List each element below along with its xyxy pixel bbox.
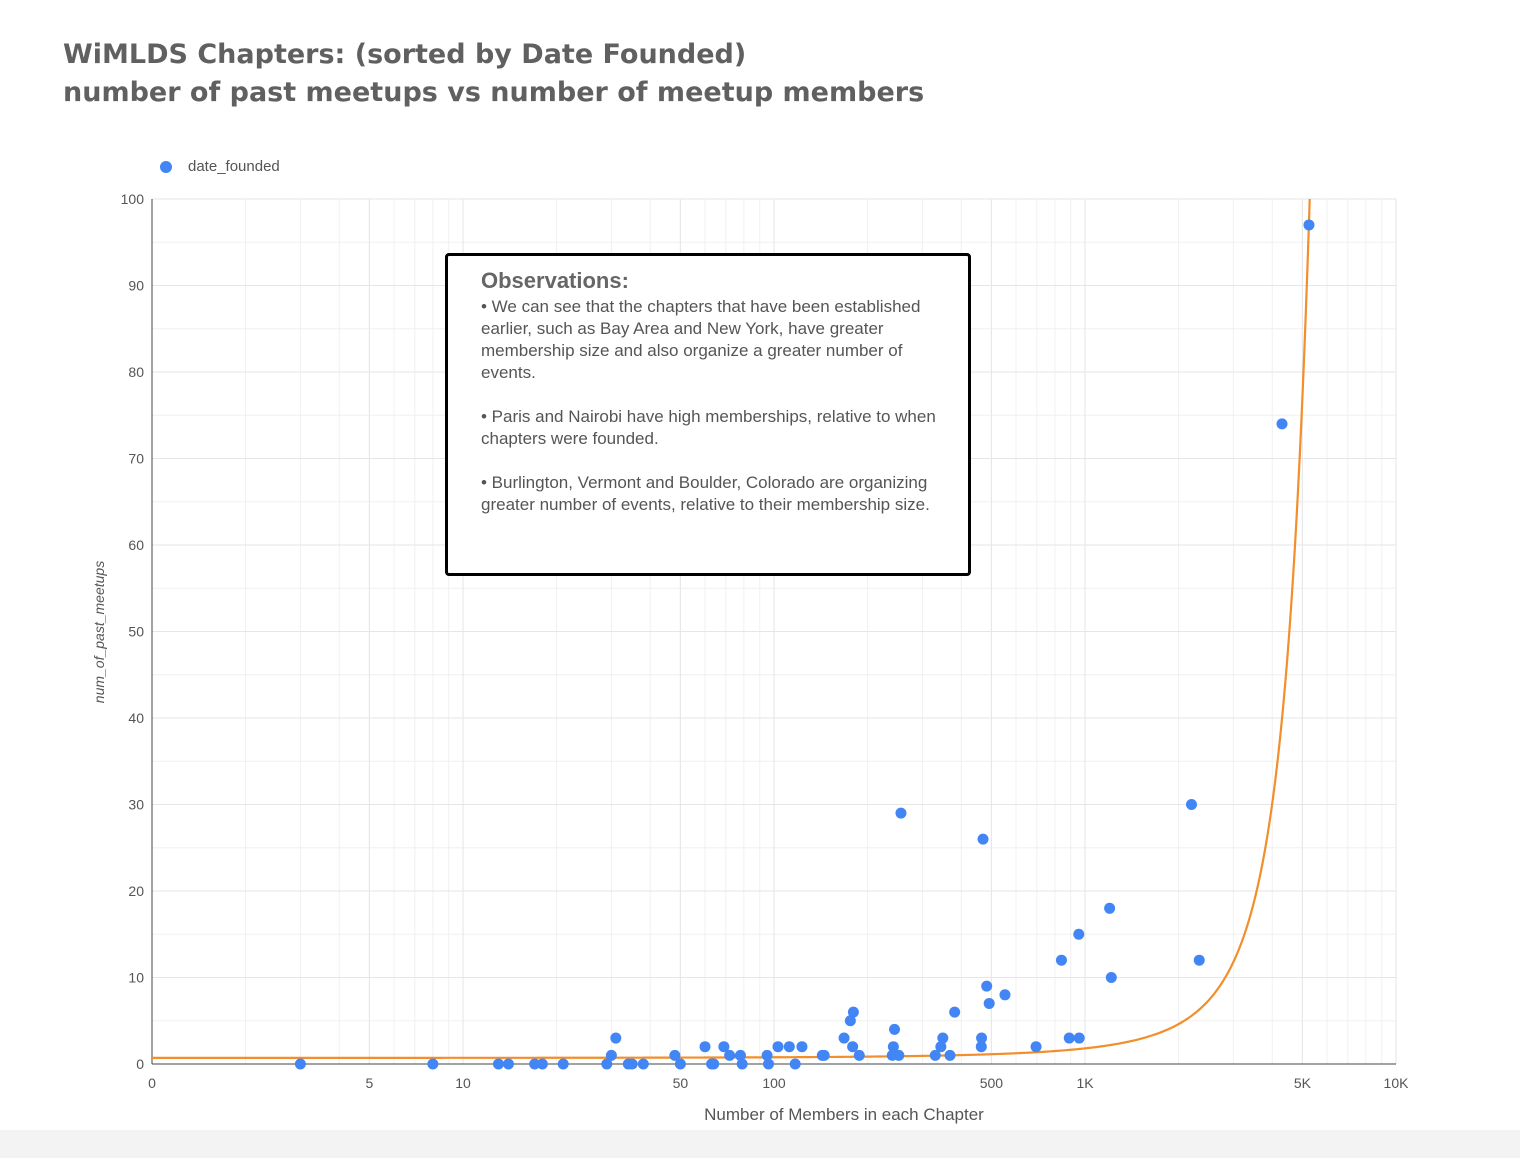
observations-box: Observations: • We can see that the chap…	[445, 253, 971, 576]
x-tick-label: 50	[673, 1075, 689, 1091]
y-tick-label: 60	[128, 537, 144, 553]
data-point	[699, 1041, 711, 1053]
legend: date_founded	[160, 158, 280, 175]
y-tick-label: 30	[128, 797, 144, 813]
data-point	[977, 833, 989, 845]
observation-item: • We can see that the chapters that have…	[481, 297, 921, 382]
data-point	[783, 1041, 795, 1053]
x-tick-label: 500	[980, 1075, 1004, 1091]
data-point	[983, 997, 995, 1009]
x-tick-label: 1K	[1076, 1075, 1094, 1091]
data-point	[610, 1032, 622, 1044]
data-point	[736, 1058, 748, 1070]
y-tick-label: 10	[128, 970, 144, 986]
data-point	[1303, 219, 1315, 231]
data-point	[893, 1049, 905, 1061]
data-point	[772, 1041, 784, 1053]
data-point	[929, 1049, 941, 1061]
data-point	[502, 1058, 514, 1070]
data-point	[838, 1032, 850, 1044]
data-point	[529, 1058, 541, 1070]
data-point	[935, 1041, 947, 1053]
chart-title-line1: WiMLDS Chapters: (sorted by Date Founded…	[63, 39, 747, 70]
data-point	[1104, 902, 1116, 914]
data-point	[669, 1049, 681, 1061]
legend-marker-icon	[160, 160, 172, 173]
y-tick-label: 50	[128, 624, 144, 640]
data-point	[999, 989, 1011, 1001]
data-point	[796, 1041, 808, 1053]
footer-bar	[0, 1130, 1520, 1158]
data-point	[949, 1006, 961, 1018]
chart-title: WiMLDS Chapters: (sorted by Date Founded…	[63, 36, 924, 112]
data-point	[761, 1049, 773, 1061]
observation-item: • Paris and Nairobi have high membership…	[481, 407, 936, 448]
data-point	[724, 1049, 736, 1061]
data-point	[557, 1058, 569, 1070]
y-tick-label: 80	[128, 364, 144, 380]
chart-title-line2: number of past meetups vs number of meet…	[63, 77, 925, 108]
x-tick-label: 5	[365, 1075, 373, 1091]
data-point	[1055, 954, 1067, 966]
data-point	[1185, 799, 1197, 810]
data-point	[734, 1049, 746, 1061]
data-point	[847, 1041, 859, 1053]
data-point	[818, 1049, 830, 1061]
y-tick-label: 70	[128, 451, 144, 467]
data-point	[1030, 1041, 1042, 1053]
data-point	[718, 1041, 730, 1053]
data-point	[427, 1058, 439, 1070]
data-point	[937, 1032, 949, 1044]
data-point	[1063, 1032, 1075, 1044]
data-point	[762, 1058, 774, 1070]
data-point	[1193, 954, 1205, 966]
data-point	[492, 1058, 504, 1070]
data-point	[976, 1032, 988, 1044]
observation-item: • Burlington, Vermont and Boulder, Color…	[481, 473, 930, 514]
data-point	[887, 1041, 899, 1053]
data-point	[975, 1041, 987, 1053]
x-tick-label: 10	[455, 1075, 471, 1091]
data-point	[1276, 418, 1288, 430]
x-tick-label: 0	[148, 1075, 156, 1091]
data-point	[1073, 1032, 1085, 1044]
data-point	[847, 1006, 859, 1018]
data-point	[605, 1049, 617, 1061]
data-point	[853, 1049, 865, 1061]
data-point	[1105, 972, 1117, 983]
x-tick-label: 10K	[1384, 1075, 1410, 1091]
data-point	[708, 1058, 720, 1070]
observations-text: • We can see that the chapters that have…	[481, 296, 951, 538]
data-point	[674, 1058, 686, 1070]
y-tick-label: 0	[136, 1056, 144, 1072]
data-point	[981, 980, 993, 992]
data-point	[1073, 928, 1085, 940]
x-axis-label: Number of Members in each Chapter	[704, 1105, 984, 1124]
y-tick-label: 100	[121, 191, 145, 207]
y-axis-label: num_of_past_meetups	[91, 561, 107, 703]
y-tick-label: 90	[128, 278, 144, 294]
data-point	[888, 1023, 900, 1035]
data-point	[944, 1049, 956, 1061]
data-point	[536, 1058, 548, 1070]
x-tick-label: 100	[762, 1075, 786, 1091]
data-point	[895, 807, 907, 819]
y-tick-label: 40	[128, 710, 144, 726]
observations-heading: Observations:	[481, 268, 629, 293]
data-point	[601, 1058, 613, 1070]
y-tick-label: 20	[128, 883, 144, 899]
data-point	[626, 1058, 638, 1070]
data-point	[294, 1058, 306, 1070]
x-tick-label: 5K	[1294, 1075, 1312, 1091]
data-point	[637, 1058, 649, 1070]
data-point	[789, 1058, 801, 1070]
data-point	[844, 1015, 856, 1027]
legend-label: date_founded	[188, 158, 280, 175]
